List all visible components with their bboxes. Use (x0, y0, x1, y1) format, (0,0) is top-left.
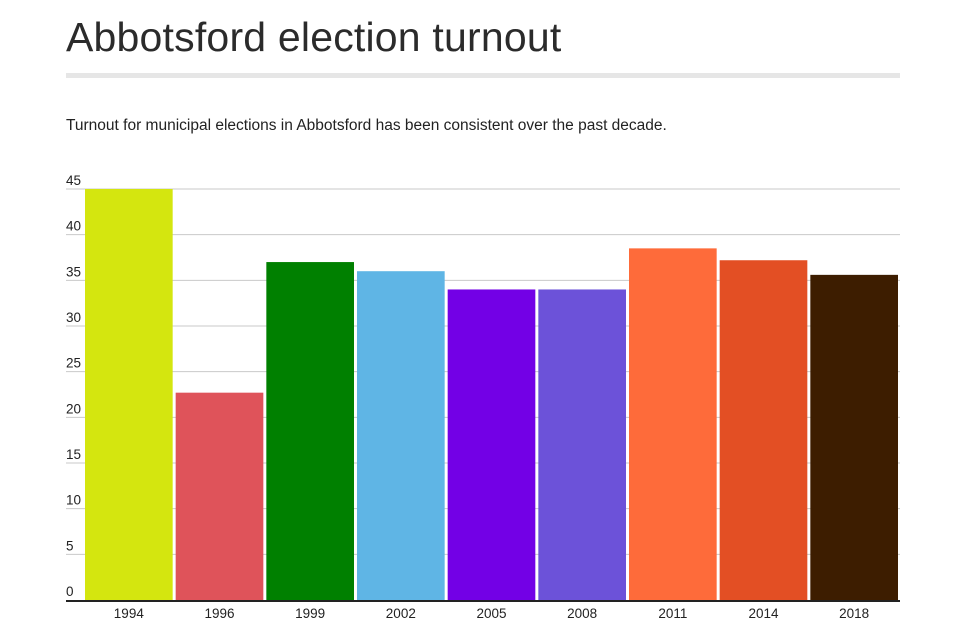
bar-1999 (266, 262, 354, 600)
bar-2008 (538, 289, 626, 600)
bar-2011 (629, 248, 717, 600)
bar-2014 (719, 260, 808, 600)
x-tick-label: 2005 (476, 606, 506, 621)
x-tick-label: 2008 (567, 606, 597, 621)
y-tick-label: 30 (66, 310, 81, 325)
y-tick-label: 5 (66, 538, 74, 553)
x-tick-label: 2014 (748, 606, 779, 621)
x-tick-label: 2018 (839, 606, 869, 621)
bar-1996 (175, 392, 264, 600)
y-tick-label: 0 (66, 584, 74, 599)
y-tick-label: 45 (66, 173, 81, 188)
bar-1994 (85, 189, 173, 600)
x-tick-label: 1996 (204, 606, 234, 621)
y-tick-label: 20 (66, 401, 81, 416)
bar-2005 (447, 289, 536, 600)
y-tick-label: 40 (66, 219, 81, 234)
x-axis-tick-labels: 1994 1996 1999 2002 2005 2008 2011 2014 2018 (114, 606, 869, 621)
bars (85, 189, 898, 600)
y-tick-label: 15 (66, 447, 81, 462)
bar-2018 (810, 274, 898, 600)
chart-title: Abbotsford election turnout (66, 14, 562, 60)
y-tick-label: 10 (66, 493, 81, 508)
x-tick-label: 2011 (658, 606, 687, 621)
chart-subtitle: Turnout for municipal elections in Abbot… (66, 117, 667, 134)
x-tick-label: 1999 (295, 606, 325, 621)
y-tick-label: 25 (66, 356, 81, 371)
y-axis-tick-labels: 0 5 10 15 20 25 30 35 40 45 (66, 173, 81, 599)
bar-2002 (357, 271, 445, 600)
title-divider (66, 73, 900, 78)
x-tick-label: 2002 (386, 606, 416, 621)
y-tick-label: 35 (66, 264, 81, 279)
x-tick-label: 1994 (114, 606, 145, 621)
